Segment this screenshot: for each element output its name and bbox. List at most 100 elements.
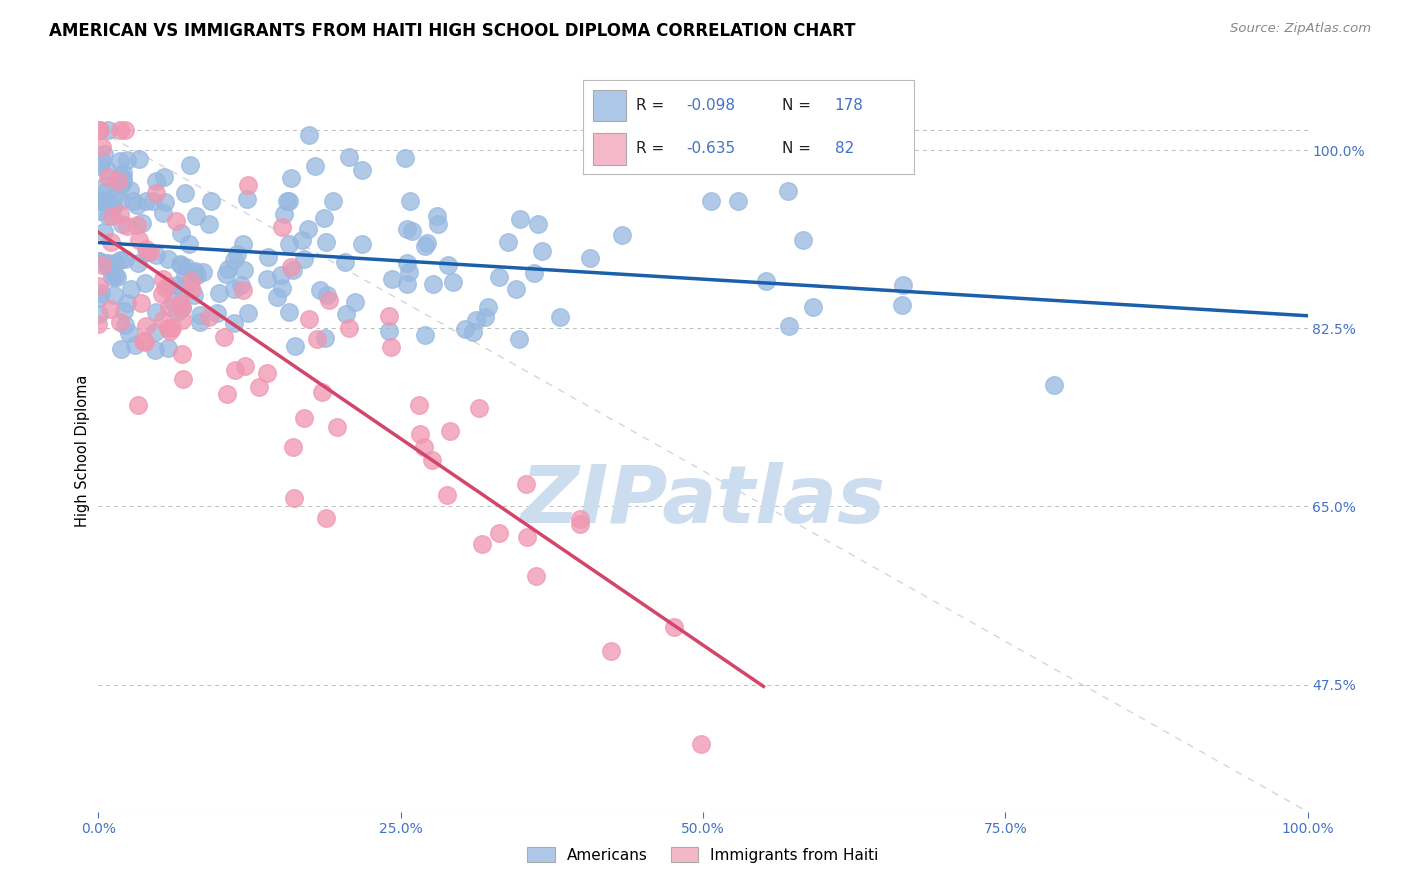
Point	[224, 363, 246, 377]
Point	[93, 147, 115, 161]
Point	[110, 178, 132, 193]
Point	[165, 213, 187, 227]
Point	[108, 207, 131, 221]
Point	[315, 510, 337, 524]
Point	[91, 140, 114, 154]
Text: R =: R =	[637, 141, 669, 156]
Point	[335, 307, 357, 321]
Point	[107, 174, 129, 188]
Point	[276, 194, 298, 208]
Point	[548, 310, 571, 325]
Point	[727, 194, 749, 208]
Point	[215, 267, 238, 281]
Point	[89, 204, 111, 219]
Point	[318, 293, 340, 308]
Point	[755, 274, 778, 288]
Point	[266, 289, 288, 303]
Text: R =: R =	[637, 98, 669, 113]
Point	[103, 190, 125, 204]
Text: 82: 82	[835, 141, 853, 156]
Point	[415, 327, 437, 342]
Point	[256, 272, 278, 286]
Point	[297, 222, 319, 236]
Point	[461, 325, 484, 339]
Point	[270, 268, 292, 283]
Point	[101, 270, 124, 285]
Point	[90, 258, 112, 272]
Point	[89, 159, 111, 173]
Point	[156, 341, 179, 355]
Point	[292, 252, 315, 266]
Point	[401, 224, 423, 238]
Point	[890, 297, 912, 311]
Point	[120, 183, 142, 197]
Point	[232, 237, 254, 252]
Point	[378, 310, 401, 324]
Text: 178: 178	[835, 98, 863, 113]
Point	[112, 304, 135, 318]
Point	[142, 194, 165, 208]
Point	[232, 283, 254, 297]
Point	[186, 209, 208, 223]
Point	[308, 283, 330, 297]
Point	[110, 253, 132, 268]
Point	[152, 313, 174, 327]
Point	[114, 123, 136, 137]
FancyBboxPatch shape	[593, 133, 627, 164]
Point	[139, 245, 162, 260]
Point	[662, 620, 685, 634]
Point	[101, 209, 124, 223]
Point	[208, 285, 231, 300]
Point	[188, 315, 211, 329]
Point	[298, 128, 321, 143]
Point	[159, 325, 181, 339]
Point	[179, 158, 201, 172]
Point	[180, 283, 202, 297]
Text: -0.635: -0.635	[686, 141, 735, 156]
Point	[530, 244, 553, 259]
FancyBboxPatch shape	[593, 89, 627, 121]
Point	[104, 268, 127, 283]
Point	[94, 194, 117, 208]
Point	[115, 296, 138, 310]
Point	[568, 512, 591, 526]
Point	[343, 295, 366, 310]
Point	[690, 737, 713, 751]
Point	[155, 281, 177, 295]
Point	[170, 313, 193, 327]
Point	[776, 184, 799, 198]
Point	[145, 186, 167, 200]
Point	[247, 380, 270, 394]
Point	[524, 568, 547, 582]
Text: AMERICAN VS IMMIGRANTS FROM HAITI HIGH SCHOOL DIPLOMA CORRELATION CHART: AMERICAN VS IMMIGRANTS FROM HAITI HIGH S…	[49, 22, 856, 40]
Point	[238, 178, 260, 193]
Point	[172, 282, 194, 296]
Point	[108, 154, 131, 169]
Point	[337, 321, 360, 335]
Point	[222, 253, 245, 268]
Point	[104, 256, 127, 270]
Point	[280, 171, 302, 186]
Point	[468, 401, 491, 416]
Point	[127, 398, 149, 412]
Point	[568, 516, 591, 531]
Point	[94, 185, 117, 199]
Point	[179, 236, 201, 251]
Point	[87, 194, 110, 208]
Point	[579, 252, 602, 266]
Point	[118, 326, 141, 340]
Point	[277, 194, 299, 208]
Point	[256, 366, 278, 380]
Point	[145, 325, 167, 339]
Point	[439, 424, 461, 438]
Legend: Americans, Immigrants from Haiti: Americans, Immigrants from Haiti	[522, 841, 884, 869]
Point	[337, 150, 360, 164]
Point	[225, 247, 247, 261]
Point	[314, 331, 336, 345]
Point	[103, 200, 125, 214]
Point	[333, 255, 356, 269]
Point	[291, 233, 314, 247]
Point	[108, 194, 131, 208]
Point	[278, 237, 301, 252]
Point	[488, 525, 510, 540]
